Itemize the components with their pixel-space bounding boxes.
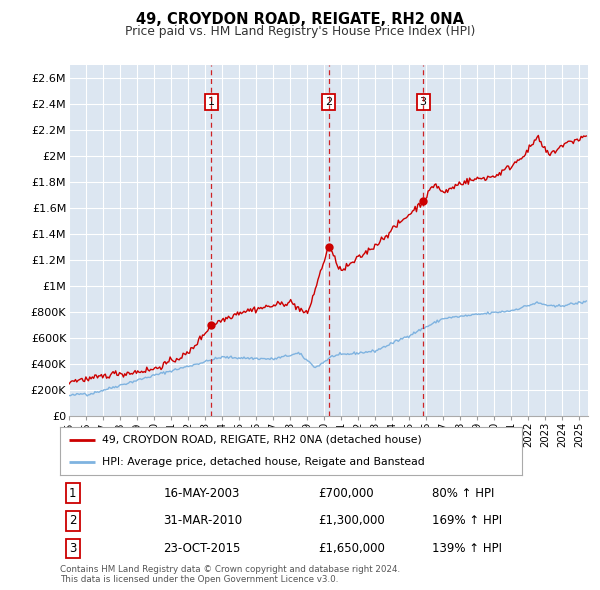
Text: 16-MAY-2003: 16-MAY-2003 bbox=[163, 487, 239, 500]
Text: 49, CROYDON ROAD, REIGATE, RH2 0NA: 49, CROYDON ROAD, REIGATE, RH2 0NA bbox=[136, 12, 464, 27]
Text: This data is licensed under the Open Government Licence v3.0.: This data is licensed under the Open Gov… bbox=[60, 575, 338, 584]
Text: £1,300,000: £1,300,000 bbox=[318, 514, 385, 527]
Text: 139% ↑ HPI: 139% ↑ HPI bbox=[431, 542, 502, 555]
Text: HPI: Average price, detached house, Reigate and Banstead: HPI: Average price, detached house, Reig… bbox=[101, 457, 424, 467]
Text: £700,000: £700,000 bbox=[318, 487, 374, 500]
Text: 2: 2 bbox=[69, 514, 77, 527]
Text: 1: 1 bbox=[208, 97, 215, 107]
Text: 23-OCT-2015: 23-OCT-2015 bbox=[163, 542, 241, 555]
Text: 3: 3 bbox=[419, 97, 427, 107]
Text: 2: 2 bbox=[325, 97, 332, 107]
Text: Price paid vs. HM Land Registry's House Price Index (HPI): Price paid vs. HM Land Registry's House … bbox=[125, 25, 475, 38]
Text: 3: 3 bbox=[69, 542, 77, 555]
Text: £1,650,000: £1,650,000 bbox=[318, 542, 385, 555]
Text: 1: 1 bbox=[69, 487, 77, 500]
Text: 31-MAR-2010: 31-MAR-2010 bbox=[163, 514, 242, 527]
Text: 169% ↑ HPI: 169% ↑ HPI bbox=[431, 514, 502, 527]
Text: 80% ↑ HPI: 80% ↑ HPI bbox=[431, 487, 494, 500]
Text: Contains HM Land Registry data © Crown copyright and database right 2024.: Contains HM Land Registry data © Crown c… bbox=[60, 565, 400, 574]
Text: 49, CROYDON ROAD, REIGATE, RH2 0NA (detached house): 49, CROYDON ROAD, REIGATE, RH2 0NA (deta… bbox=[101, 435, 421, 445]
